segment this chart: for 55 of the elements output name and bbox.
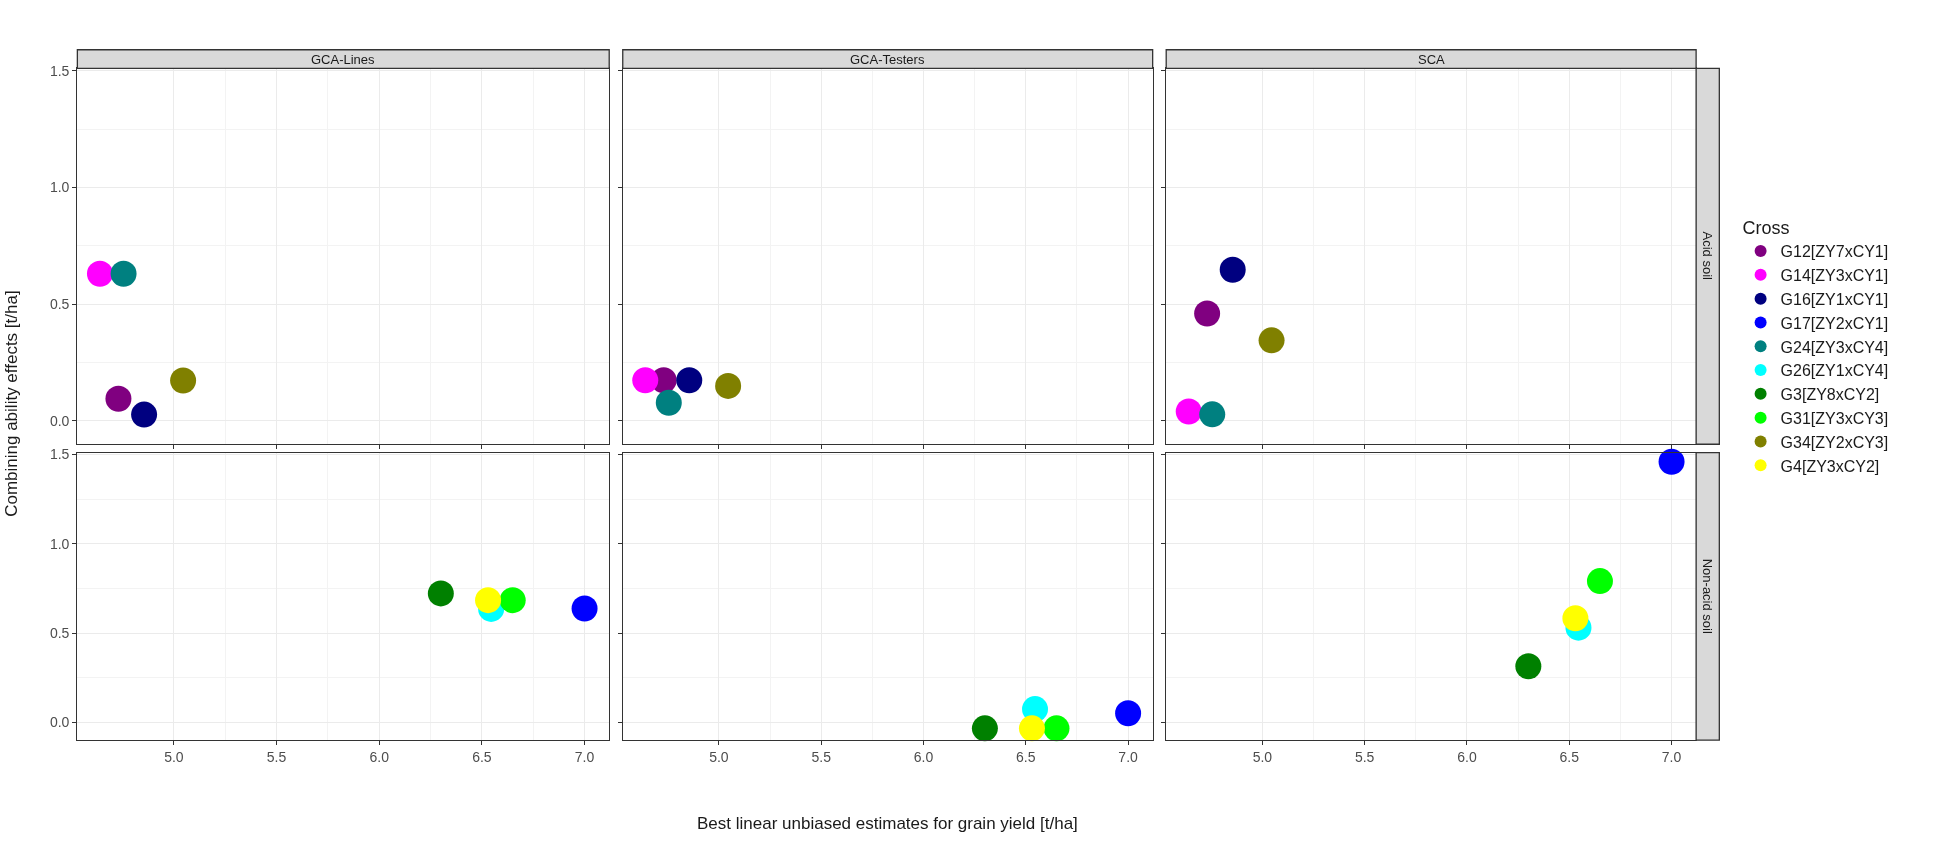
legend-label: G14[ZY3xCY1] — [1780, 267, 1889, 285]
point — [170, 367, 197, 394]
point — [1219, 256, 1246, 283]
legend-label: G31[ZY3xCY3] — [1780, 409, 1889, 427]
x-axis-title: Best linear unbiased estimates for grain yield [t/ha] — [697, 814, 1078, 833]
legend-label: G4[ZY3xCY2] — [1780, 457, 1880, 475]
legend-label: G24[ZY3xCY4] — [1780, 338, 1889, 356]
x-tick-label: 5.0 — [709, 749, 729, 766]
legend-title: Cross — [1742, 218, 1790, 239]
point — [110, 260, 137, 287]
x-tick-label: 6.0 — [369, 749, 390, 766]
chart-title: GCA-Lines — [311, 52, 376, 67]
legend-label: G34[ZY2xCY3] — [1780, 433, 1889, 451]
x-tick-label: 5.0 — [1252, 749, 1273, 766]
point — [1258, 327, 1285, 354]
point — [1658, 448, 1685, 475]
point — [1194, 300, 1221, 327]
legend-label: G16[ZY1xCY1] — [1780, 290, 1889, 308]
x-tick-label: 5.5 — [266, 749, 287, 766]
legend-label: G12[ZY7xCY1] — [1780, 243, 1889, 261]
x-tick-label: 6.5 — [472, 749, 492, 766]
x-tick-label: 7.0 — [1118, 749, 1139, 766]
y-tick-label: 1.5 — [49, 62, 70, 79]
y-tick-label: 0.0 — [49, 714, 70, 731]
point — [131, 401, 158, 428]
chart-title: SCA — [1418, 52, 1446, 67]
x-tick-label: 5.0 — [164, 749, 184, 766]
x-tick-label: 6.5 — [1016, 749, 1036, 766]
x-tick-label: 6.0 — [913, 749, 934, 766]
point — [1562, 605, 1589, 632]
point — [86, 260, 113, 287]
x-tick-label: 5.5 — [811, 749, 832, 766]
point — [1175, 398, 1202, 425]
y-tick-label: 1.5 — [49, 446, 70, 463]
y-tick-label: 0.5 — [49, 624, 70, 641]
point — [1515, 653, 1542, 680]
point — [105, 385, 132, 412]
text: Acid soil — [1699, 231, 1715, 281]
legend-label: G26[ZY1xCY4] — [1780, 362, 1889, 380]
y-tick-label: 1.0 — [49, 535, 70, 552]
point — [1199, 401, 1226, 428]
legend-label: G17[ZY2xCY1] — [1780, 314, 1889, 332]
y-tick-label: 1.0 — [49, 179, 70, 196]
text: Non-acid soil — [1700, 558, 1716, 634]
x-tick-label: 5.5 — [1354, 749, 1375, 766]
chart-title: GCA-Testers — [850, 52, 925, 67]
y-tick-label: 0.5 — [49, 296, 70, 313]
x-tick-label: 6.0 — [1457, 749, 1477, 766]
x-tick-label: 6.5 — [1559, 749, 1580, 766]
y-axis-title: Combining ability effects [t/ha] — [2, 290, 22, 517]
x-tick-label: 7.0 — [1661, 749, 1682, 766]
x-tick-label: 7.0 — [574, 749, 595, 766]
y-tick-label: 0.0 — [49, 412, 70, 429]
legend-label: G3[ZY8xCY2] — [1780, 386, 1880, 404]
point — [1586, 568, 1613, 595]
